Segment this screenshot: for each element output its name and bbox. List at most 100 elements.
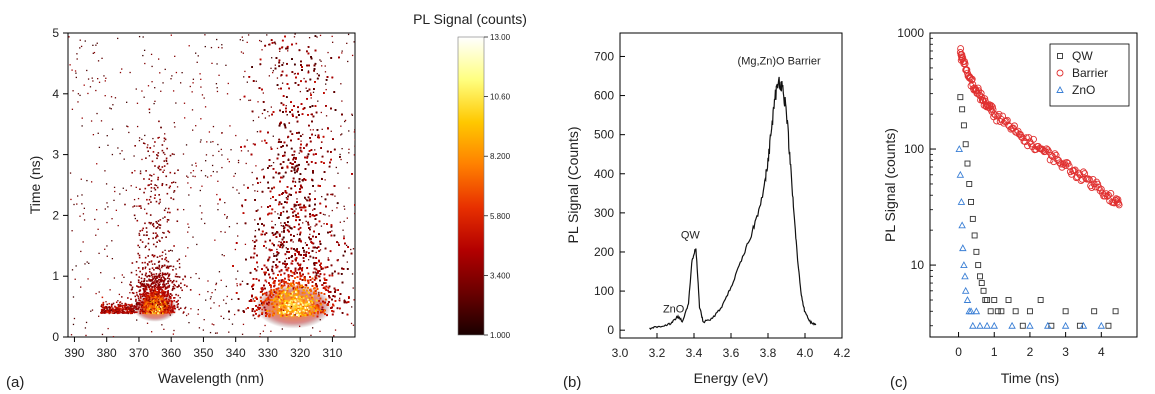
panel-a-intensity-dot xyxy=(133,214,136,217)
panel-a-intensity-dot xyxy=(159,308,162,310)
panel-a-intensity-dot xyxy=(156,291,158,294)
panel-a-intensity-dot xyxy=(166,218,169,221)
panel-a-intensity-dot xyxy=(148,198,151,201)
panel-a-intensity-dot xyxy=(308,247,310,250)
panel-a-intensity-dot xyxy=(147,299,150,302)
panel-a-intensity-dot xyxy=(175,273,178,275)
panel-a-intensity-dot xyxy=(155,245,157,248)
panel-a-intensity-dot xyxy=(163,137,166,140)
panel-a-intensity-dot xyxy=(153,300,156,302)
panel-a-intensity-dot xyxy=(155,295,157,298)
panel-a-intensity-dot xyxy=(133,306,135,309)
panel-a-intensity-dot xyxy=(166,304,168,307)
panel-a-intensity-dot xyxy=(153,273,155,276)
panel-a-intensity-dot xyxy=(163,165,166,167)
panel-a-intensity-dot xyxy=(141,310,144,313)
panel-a-intensity-dot xyxy=(178,258,181,261)
panel-a-intensity-dot xyxy=(169,295,172,298)
panel-a-intensity-dot xyxy=(146,280,148,282)
panel-a-intensity-dot xyxy=(163,307,166,309)
panel-a-intensity-dot xyxy=(166,147,168,150)
panel-a-intensity-dot xyxy=(168,298,170,301)
panel-a-intensity-dot xyxy=(308,29,310,31)
panel-a-intensity-dot xyxy=(162,296,165,298)
panel-a-intensity-dot xyxy=(122,311,124,314)
panel-a-intensity-dot xyxy=(156,287,159,290)
panel-a-intensity-dot xyxy=(146,292,149,294)
panel-a-intensity-dot xyxy=(170,297,172,299)
panel-a-intensity-dot xyxy=(141,268,144,270)
panel-a-intensity-dot xyxy=(143,292,146,294)
panel-a-intensity-dot xyxy=(178,308,180,311)
panel-a-intensity-dot xyxy=(123,306,126,309)
panel-a-intensity-dot xyxy=(139,308,142,311)
panel-a-intensity-dot xyxy=(161,149,164,152)
panel-a-intensity-dot xyxy=(157,306,160,308)
panel-a-intensity-dot xyxy=(152,299,155,302)
panel-a-intensity-dot xyxy=(155,286,158,289)
panel-a-intensity-dot xyxy=(159,295,162,297)
panel-a-intensity-dot xyxy=(142,292,145,295)
panel-a-intensity-dot xyxy=(150,260,153,263)
panel-a-intensity-dot xyxy=(156,157,158,160)
panel-a-intensity-dot xyxy=(147,184,150,187)
panel-a-intensity-dot xyxy=(113,309,116,311)
panel-a-intensity-dot xyxy=(163,279,166,282)
panel-a-intensity-dot xyxy=(171,294,173,297)
panel-a-intensity-dot xyxy=(144,298,147,300)
panel-a-intensity-dot xyxy=(131,171,133,174)
panel-a-intensity-dot xyxy=(121,309,124,311)
panel-a-intensity-dot xyxy=(358,299,360,301)
panel-a-intensity-dot xyxy=(161,236,163,239)
panel-a-intensity-dot xyxy=(152,312,154,314)
panel-a-intensity-dot xyxy=(359,314,361,316)
panel-a-intensity-dot xyxy=(156,226,159,228)
panel-a-intensity-dot xyxy=(110,303,113,306)
panel-a-intensity-dot xyxy=(147,150,149,153)
panel-a-intensity-dot xyxy=(358,299,360,301)
panel-a-intensity-dot xyxy=(139,299,142,302)
panel-a-intensity-dot xyxy=(176,220,179,223)
panel-a-intensity-dot xyxy=(169,310,172,312)
panel-a-intensity-dot xyxy=(164,308,167,311)
panel-a-intensity-dot xyxy=(160,292,163,294)
panel-a-intensity-dot xyxy=(165,300,167,303)
panel-a-intensity-dot xyxy=(167,280,170,282)
panel-a-intensity-dot xyxy=(284,30,286,32)
panel-a-intensity-dot xyxy=(131,291,134,294)
panel-a-intensity-dot xyxy=(164,138,167,141)
panel-a-intensity-dot xyxy=(167,230,169,233)
panel-a-intensity-dot xyxy=(138,306,140,309)
panel-a-intensity-dot xyxy=(155,220,157,223)
panel-a-intensity-dot xyxy=(115,308,117,311)
panel-a-intensity-dot xyxy=(102,306,104,309)
panel-a-intensity-dot xyxy=(151,298,154,301)
panel-a-intensity-dot xyxy=(145,307,147,309)
panel-a-intensity-dot xyxy=(173,172,176,175)
panel-a-intensity-dot xyxy=(157,309,159,311)
panel-a-intensity-dot xyxy=(153,307,155,309)
panel-a-intensity-dot xyxy=(161,306,163,309)
panel-a-intensity-dot xyxy=(169,279,172,282)
panel-a-intensity-dot xyxy=(157,303,159,305)
panel-a-intensity-dot xyxy=(164,272,166,275)
panel-a-intensity-dot xyxy=(162,300,164,303)
panel-a-intensity-dot xyxy=(167,275,170,278)
panel-a-intensity-dot xyxy=(166,277,169,280)
panel-a-intensity-dot xyxy=(152,301,155,304)
panel-a-intensity-dot xyxy=(163,277,166,280)
panel-a-intensity-dot xyxy=(156,312,158,315)
panel-a-intensity-dot xyxy=(124,203,126,206)
panel-a-intensity-dot xyxy=(130,298,132,301)
panel-a-intensity-dot xyxy=(138,254,141,257)
panel-a-intensity-dot xyxy=(359,314,361,316)
panel-a-intensity-dot xyxy=(144,187,147,190)
panel-a-intensity-dot xyxy=(146,284,149,287)
panel-a-intensity-dot xyxy=(148,288,151,291)
panel-a-intensity-dot xyxy=(153,282,156,284)
panel-a-intensity-dot xyxy=(155,290,157,293)
panel-a-intensity-dot xyxy=(152,289,155,292)
panel-a-intensity-dot xyxy=(131,309,134,312)
panel-a-intensity-dot xyxy=(156,280,159,282)
panel-a-intensity-dot xyxy=(162,286,164,289)
